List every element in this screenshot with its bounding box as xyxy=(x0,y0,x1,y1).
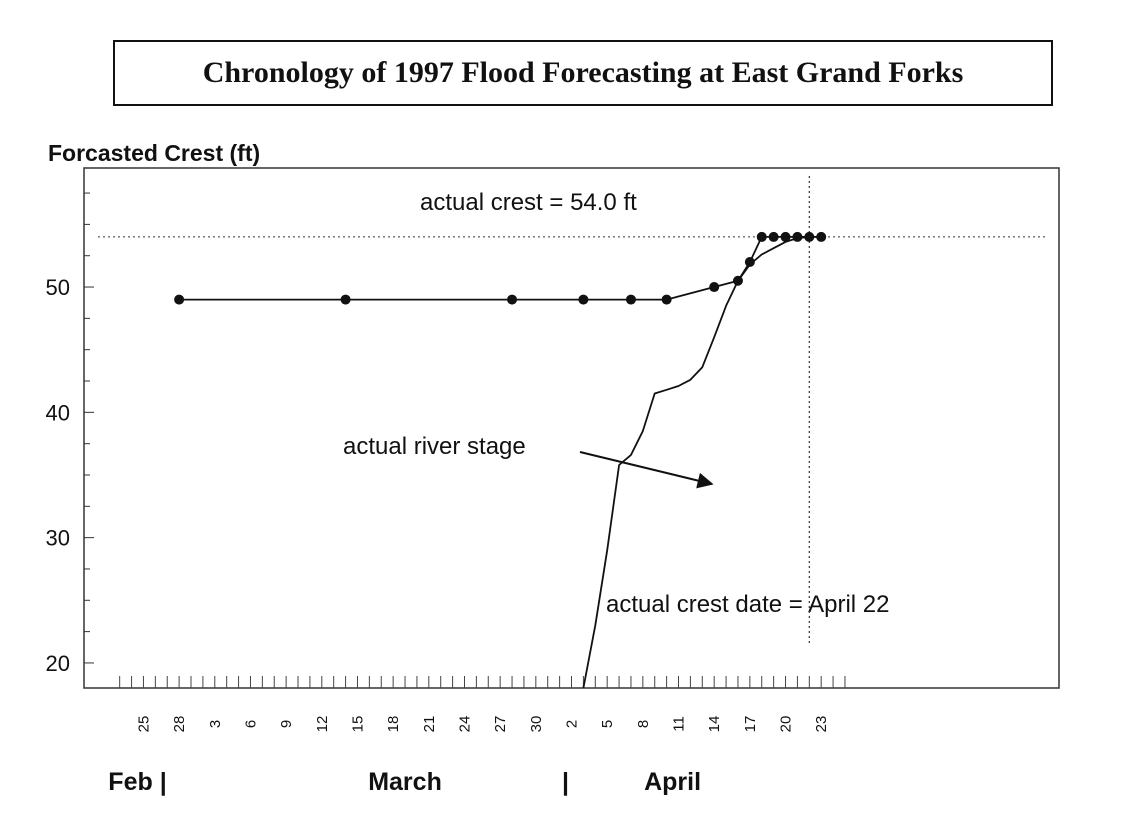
y-axis-label: Forcasted Crest (ft) xyxy=(48,140,260,166)
forecast-point xyxy=(780,231,791,242)
forecast-point xyxy=(578,294,589,305)
x-tick-label: 9 xyxy=(278,720,295,728)
forecast-point xyxy=(709,282,720,293)
x-tick-label: 24 xyxy=(456,716,473,733)
x-tick-label: 21 xyxy=(421,716,438,733)
x-tick-label: 17 xyxy=(742,716,759,733)
x-tick-label: 11 xyxy=(671,716,688,732)
x-tick-label: 6 xyxy=(242,720,259,728)
forecast-point xyxy=(507,294,518,305)
x-tick-label: 3 xyxy=(207,720,224,728)
forecast-point xyxy=(340,294,351,305)
crest-date-annotation: actual crest date = April 22 xyxy=(606,591,890,618)
x-tick-label: 23 xyxy=(813,716,830,733)
x-tick-label: 15 xyxy=(349,716,366,733)
y-tick-label: 20 xyxy=(46,651,70,676)
chart-title: Chronology of 1997 Flood Forecasting at … xyxy=(113,40,1053,106)
forecast-point xyxy=(756,231,767,242)
y-tick-label: 50 xyxy=(46,275,70,300)
x-tick-label: 30 xyxy=(528,716,545,733)
y-tick-label: 30 xyxy=(46,526,70,551)
month-label: Feb | xyxy=(108,768,166,796)
month-label: March xyxy=(368,768,442,796)
forecast-point xyxy=(768,231,779,242)
x-tick-label: 12 xyxy=(314,716,331,733)
river-stage-annotation: actual river stage xyxy=(343,433,526,460)
x-tick-label: 2 xyxy=(564,720,581,728)
crest-annotation: actual crest = 54.0 ft xyxy=(420,189,637,216)
month-label: | xyxy=(562,768,569,796)
x-tick-label: 14 xyxy=(706,716,723,733)
river-stage-line xyxy=(582,235,822,689)
forecast-point xyxy=(625,294,636,305)
x-tick-label: 28 xyxy=(171,716,188,733)
plot-frame xyxy=(83,167,1060,689)
x-tick-label: 18 xyxy=(385,716,402,733)
river-stage-arrow xyxy=(579,451,714,489)
x-tick-label: 20 xyxy=(778,716,795,733)
forecast-point xyxy=(744,256,755,267)
month-label: April xyxy=(644,768,701,796)
forecast-point xyxy=(661,294,672,305)
x-tick-label: 5 xyxy=(599,720,616,728)
forecast-point xyxy=(174,294,185,305)
x-tick-label: 25 xyxy=(135,716,152,733)
forecast-line xyxy=(179,235,822,301)
x-tick-label: 8 xyxy=(635,720,652,728)
y-tick-label: 40 xyxy=(46,400,70,425)
x-tick-label: 27 xyxy=(492,716,509,733)
